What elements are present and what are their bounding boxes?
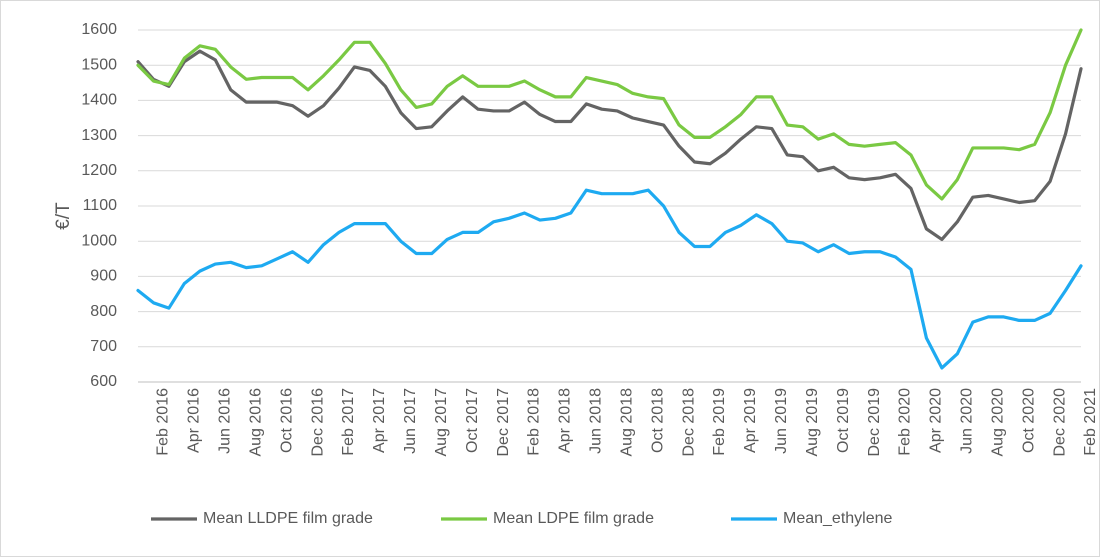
x-tick-label: Dec 2018: [680, 388, 697, 457]
legend-label-0: Mean LLDPE film grade: [203, 510, 373, 527]
y-tick-label: 600: [90, 373, 117, 390]
x-tick-label: Apr 2020: [928, 388, 945, 453]
x-tick-label: Dec 2017: [495, 388, 512, 457]
x-tick-label: Feb 2018: [526, 388, 543, 456]
gridlines: [138, 29, 1081, 348]
y-axis-label: €/T: [53, 202, 74, 230]
series-lines: [136, 28, 1083, 370]
x-tick-label: Oct 2018: [649, 388, 666, 453]
x-tick-label: Dec 2019: [866, 388, 883, 457]
x-tick-label: Dec 2016: [309, 388, 326, 457]
x-tick-label: Apr 2019: [742, 388, 759, 453]
series-line-2: [136, 188, 1083, 370]
x-tick-label: Feb 2021: [1082, 388, 1099, 456]
y-tick-label: 1000: [81, 232, 117, 249]
x-tick-label: Aug 2016: [247, 388, 264, 457]
x-tick-label: Aug 2020: [989, 388, 1006, 457]
y-tick-label: 800: [90, 303, 117, 320]
x-tick-label: Jun 2020: [959, 388, 976, 454]
y-tick-label: 1200: [81, 162, 117, 179]
y-axis-ticks: 600 700 800 900 1000 1100 1200 1300 1400 1500 1600: [81, 21, 117, 390]
x-tick-label: Jun 2019: [773, 388, 790, 454]
x-tick-label: Aug 2018: [618, 388, 635, 457]
x-tick-label: Feb 2020: [897, 388, 914, 456]
y-tick-label: 1300: [81, 127, 117, 144]
x-tick-label: Oct 2016: [278, 388, 295, 453]
legend: Mean LLDPE film grade Mean LDPE film grad…: [151, 510, 893, 527]
x-tick-label: Oct 2020: [1020, 388, 1037, 453]
y-tick-label: 1600: [81, 21, 117, 38]
y-tick-label: 700: [90, 338, 117, 355]
x-tick-label: Jun 2018: [588, 388, 605, 454]
y-tick-label: 1400: [81, 92, 117, 109]
x-tick-label: Oct 2017: [464, 388, 481, 453]
x-tick-label: Feb 2016: [155, 388, 172, 456]
x-tick-label: Jun 2017: [402, 388, 419, 454]
x-tick-label: Apr 2018: [557, 388, 574, 453]
series-line-0: [136, 49, 1083, 242]
x-tick-label: Feb 2019: [711, 388, 728, 456]
x-tick-label: Feb 2017: [340, 388, 357, 456]
y-tick-label: 1100: [83, 197, 118, 214]
x-tick-label: Dec 2020: [1051, 388, 1068, 457]
x-tick-label: Oct 2019: [835, 388, 852, 453]
x-tick-label: Apr 2017: [371, 388, 388, 453]
x-tick-label: Aug 2017: [433, 388, 450, 457]
x-axis-ticks: Feb 2016 Apr 2016 Jun 2016 Aug 2016 Oct 2016…: [155, 388, 1100, 457]
series-line-1: [136, 28, 1083, 201]
y-tick-label: 900: [90, 268, 117, 285]
x-tick-label: Aug 2019: [804, 388, 821, 457]
legend-label-1: Mean LDPE film grade: [493, 510, 654, 527]
y-tick-label: 1500: [81, 56, 117, 73]
x-tick-label: Apr 2016: [186, 388, 203, 453]
legend-label-2: Mean_ethylene: [783, 510, 893, 527]
x-tick-label: Jun 2016: [217, 388, 234, 454]
